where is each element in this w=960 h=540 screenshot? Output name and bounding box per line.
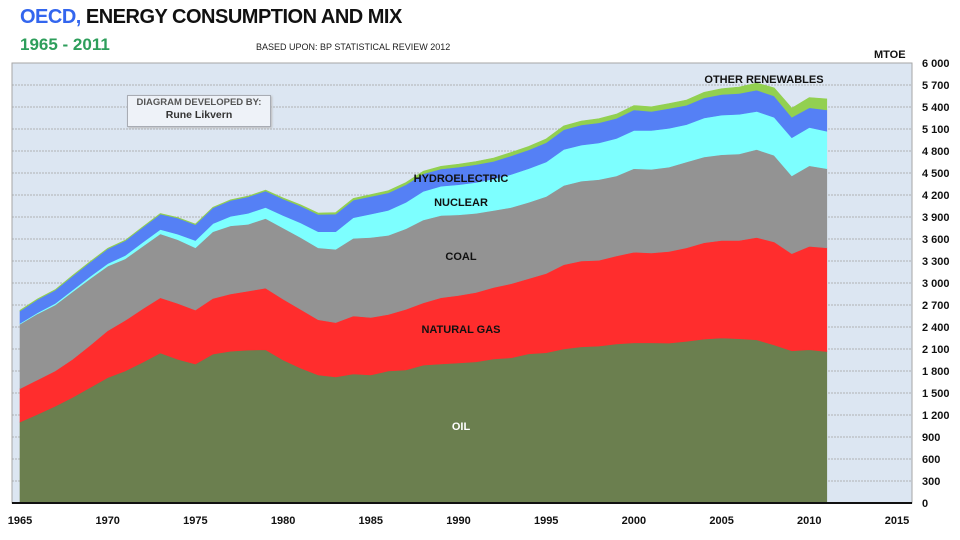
annotation-oil: OIL (452, 421, 471, 433)
y-tick-label: 3 000 (922, 278, 950, 290)
x-tick-label: 1985 (359, 515, 383, 527)
x-tick-label: 2015 (885, 515, 909, 527)
y-tick-label: 1 500 (922, 388, 950, 400)
annotation-coal: COAL (445, 251, 476, 263)
y-tick-label: 1 800 (922, 366, 950, 378)
annotation-other-renewables: OTHER RENEWABLES (704, 74, 823, 86)
annotation-nuclear: NUCLEAR (434, 197, 488, 209)
y-tick-label: 5 700 (922, 80, 950, 92)
y-tick-label: 4 200 (922, 190, 950, 202)
y-tick-label: 600 (922, 454, 940, 466)
y-axis-label: MTOE (874, 49, 906, 61)
y-tick-label: 0 (922, 498, 928, 510)
annotation-hydroelectric: HYDROELECTRIC (414, 173, 509, 185)
y-tick-label: 3 600 (922, 234, 950, 246)
x-tick-label: 1970 (95, 515, 119, 527)
x-tick-label: 1980 (271, 515, 295, 527)
x-tick-label: 2000 (622, 515, 646, 527)
y-tick-label: 5 400 (922, 102, 950, 114)
y-tick-label: 6 000 (922, 58, 950, 70)
credit-box: DIAGRAM DEVELOPED BY: Rune Likvern (127, 95, 271, 127)
y-tick-label: 3 300 (922, 256, 950, 268)
credit-label: DIAGRAM DEVELOPED BY: (136, 97, 262, 108)
x-tick-label: 2010 (797, 515, 821, 527)
y-tick-label: 3 900 (922, 212, 950, 224)
chart-title: OECD, ENERGY CONSUMPTION AND MIX (20, 6, 402, 29)
y-tick-label: 2 700 (922, 300, 950, 312)
x-tick-label: 1995 (534, 515, 558, 527)
y-tick-label: 2 400 (922, 322, 950, 334)
x-tick-label: 2005 (709, 515, 733, 527)
y-tick-label: 4 800 (922, 146, 950, 158)
y-tick-label: 1 200 (922, 410, 950, 422)
source-note: BASED UPON: BP STATISTICAL REVIEW 2012 (256, 42, 451, 52)
y-tick-label: 5 100 (922, 124, 950, 136)
chart-period: 1965 - 2011 (20, 35, 110, 54)
x-tick-label: 1965 (8, 515, 32, 527)
y-tick-label: 900 (922, 432, 940, 444)
y-tick-label: 2 100 (922, 344, 950, 356)
title-highlight: OECD, (20, 6, 81, 28)
x-tick-label: 1990 (446, 515, 470, 527)
title-rest: ENERGY CONSUMPTION AND MIX (80, 6, 402, 28)
area-other-renewables (19, 82, 828, 312)
annotation-natural-gas: NATURAL GAS (421, 324, 500, 336)
y-tick-label: 4 500 (922, 168, 950, 180)
credit-name: Rune Likvern (165, 109, 233, 121)
y-tick-label: 300 (922, 476, 940, 488)
x-tick-label: 1975 (183, 515, 207, 527)
